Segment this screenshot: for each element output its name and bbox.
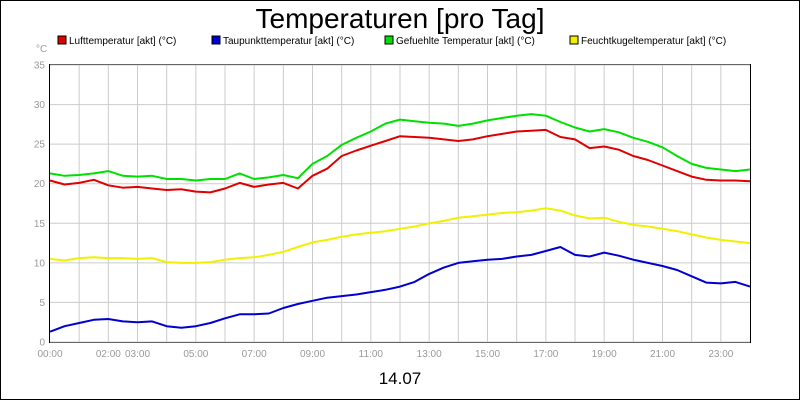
y-tick-label: 5 (39, 298, 45, 309)
x-tick-label: 11:00 (359, 349, 384, 360)
series-line-0 (49, 128, 751, 194)
series-line-3 (49, 207, 751, 264)
series-lines (49, 113, 751, 333)
series-line-1 (49, 246, 751, 333)
legend-label: Taupunkttemperatur [akt] (°C) (223, 36, 354, 47)
x-tick-label: 21:00 (650, 349, 675, 360)
x-tick-label: 19:00 (592, 349, 617, 360)
x-tick-label: 00:00 (37, 349, 62, 360)
y-tick-label: 10 (34, 258, 46, 269)
y-axis-unit-label: °C (36, 44, 47, 55)
y-axis: 0 5 10 15 20 25 30 35 (34, 61, 46, 349)
series-line-2 (49, 113, 751, 182)
y-tick-label: 15 (34, 219, 46, 230)
legend-label: Feuchtkugeltemperatur [akt] (°C) (581, 36, 726, 47)
y-tick-label: 25 (34, 140, 46, 151)
legend-label: Gefuehlte Temperatur [akt] (°C) (396, 36, 535, 47)
legend-label: Lufttemperatur [akt] (°C) (69, 36, 176, 47)
x-tick-label: 23:00 (708, 349, 733, 360)
legend: Lufttemperatur [akt] (°C) Taupunkttempera… (57, 35, 726, 47)
x-axis: 00:00 02:00 03:00 05:00 07:00 09:00 11:00 13:00… (37, 349, 733, 360)
x-tick-label: 02:00 (96, 349, 121, 360)
grid (50, 64, 750, 343)
legend-swatch (384, 35, 394, 45)
chart-footer-date: 14.07 (379, 369, 422, 388)
y-tick-label: 0 (39, 338, 45, 349)
legend-swatch (569, 35, 579, 45)
x-tick-label: 03:00 (125, 349, 150, 360)
chart-title: Temperaturen [pro Tag] (256, 3, 545, 34)
legend-swatch (211, 35, 221, 45)
x-tick-label: 15:00 (475, 349, 500, 360)
legend-swatch (57, 35, 67, 45)
x-tick-label: 09:00 (300, 349, 325, 360)
x-tick-label: 17:00 (533, 349, 558, 360)
x-tick-label: 05:00 (183, 349, 208, 360)
y-tick-label: 20 (34, 179, 46, 190)
y-tick-label: 35 (34, 61, 46, 72)
x-tick-label: 13:00 (417, 349, 442, 360)
y-tick-label: 30 (34, 100, 46, 111)
x-tick-label: 07:00 (242, 349, 267, 360)
